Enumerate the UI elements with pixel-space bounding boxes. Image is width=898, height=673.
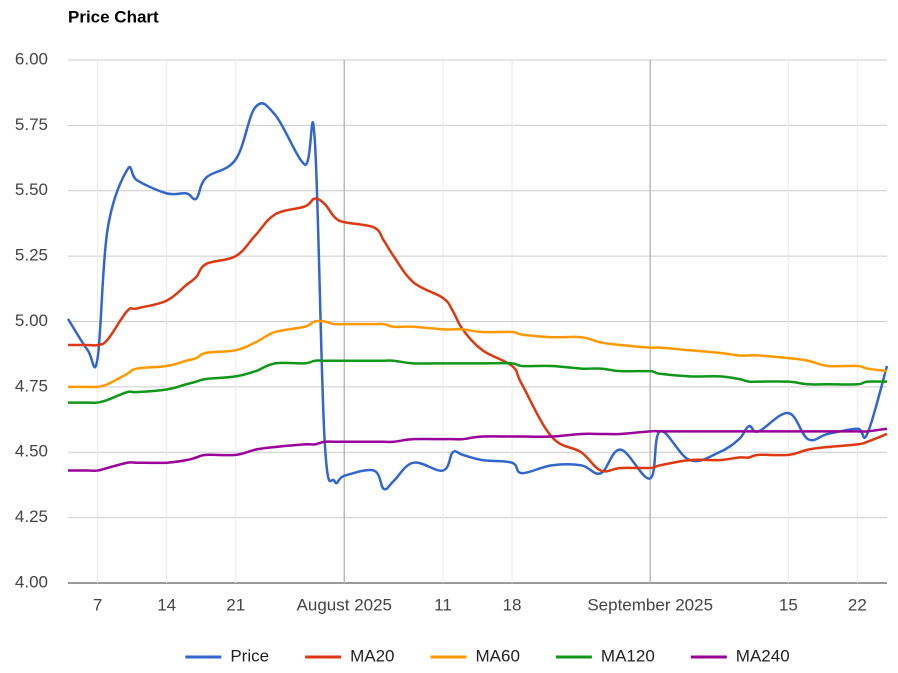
legend-label: MA20 bbox=[350, 646, 394, 665]
legend-label: MA120 bbox=[601, 646, 655, 665]
x-tick-label: 15 bbox=[779, 595, 798, 614]
y-tick-label: 5.00 bbox=[15, 311, 48, 330]
y-tick-label: 4.75 bbox=[15, 376, 48, 395]
y-tick-label: 4.50 bbox=[15, 442, 48, 461]
y-tick-label: 5.50 bbox=[15, 180, 48, 199]
grid: 4.00 4.25 4.50 4.75 5.00 5.25 5.50 5.75 6.00 7 14 2… bbox=[15, 49, 887, 614]
y-tick-label: 4.00 bbox=[15, 572, 48, 591]
x-tick-label: 14 bbox=[157, 595, 176, 614]
legend-label: MA240 bbox=[736, 646, 790, 665]
series-line bbox=[68, 197, 888, 473]
y-tick-label: 5.25 bbox=[15, 246, 48, 265]
chart-title: Price Chart bbox=[68, 7, 159, 26]
plot bbox=[66, 102, 889, 491]
legend: Price MA20 MA60 MA120 MA240 bbox=[185, 646, 790, 665]
series-line bbox=[68, 427, 888, 473]
x-tick-label: 7 bbox=[93, 595, 102, 614]
series-line bbox=[68, 359, 888, 405]
legend-label: MA60 bbox=[475, 646, 519, 665]
series-line bbox=[66, 102, 889, 491]
y-tick-label: 6.00 bbox=[15, 49, 48, 68]
x-tick-label: 18 bbox=[503, 595, 522, 614]
legend-label: Price bbox=[230, 646, 269, 665]
x-tick-label: 11 bbox=[434, 595, 452, 614]
x-tick-label: September 2025 bbox=[587, 595, 713, 614]
series-line bbox=[67, 319, 888, 389]
x-tick-label: 22 bbox=[848, 595, 867, 614]
y-tick-label: 5.75 bbox=[15, 115, 48, 134]
y-tick-label: 4.25 bbox=[15, 507, 48, 526]
x-tick-label: August 2025 bbox=[297, 595, 392, 614]
x-tick-label: 21 bbox=[226, 595, 245, 614]
